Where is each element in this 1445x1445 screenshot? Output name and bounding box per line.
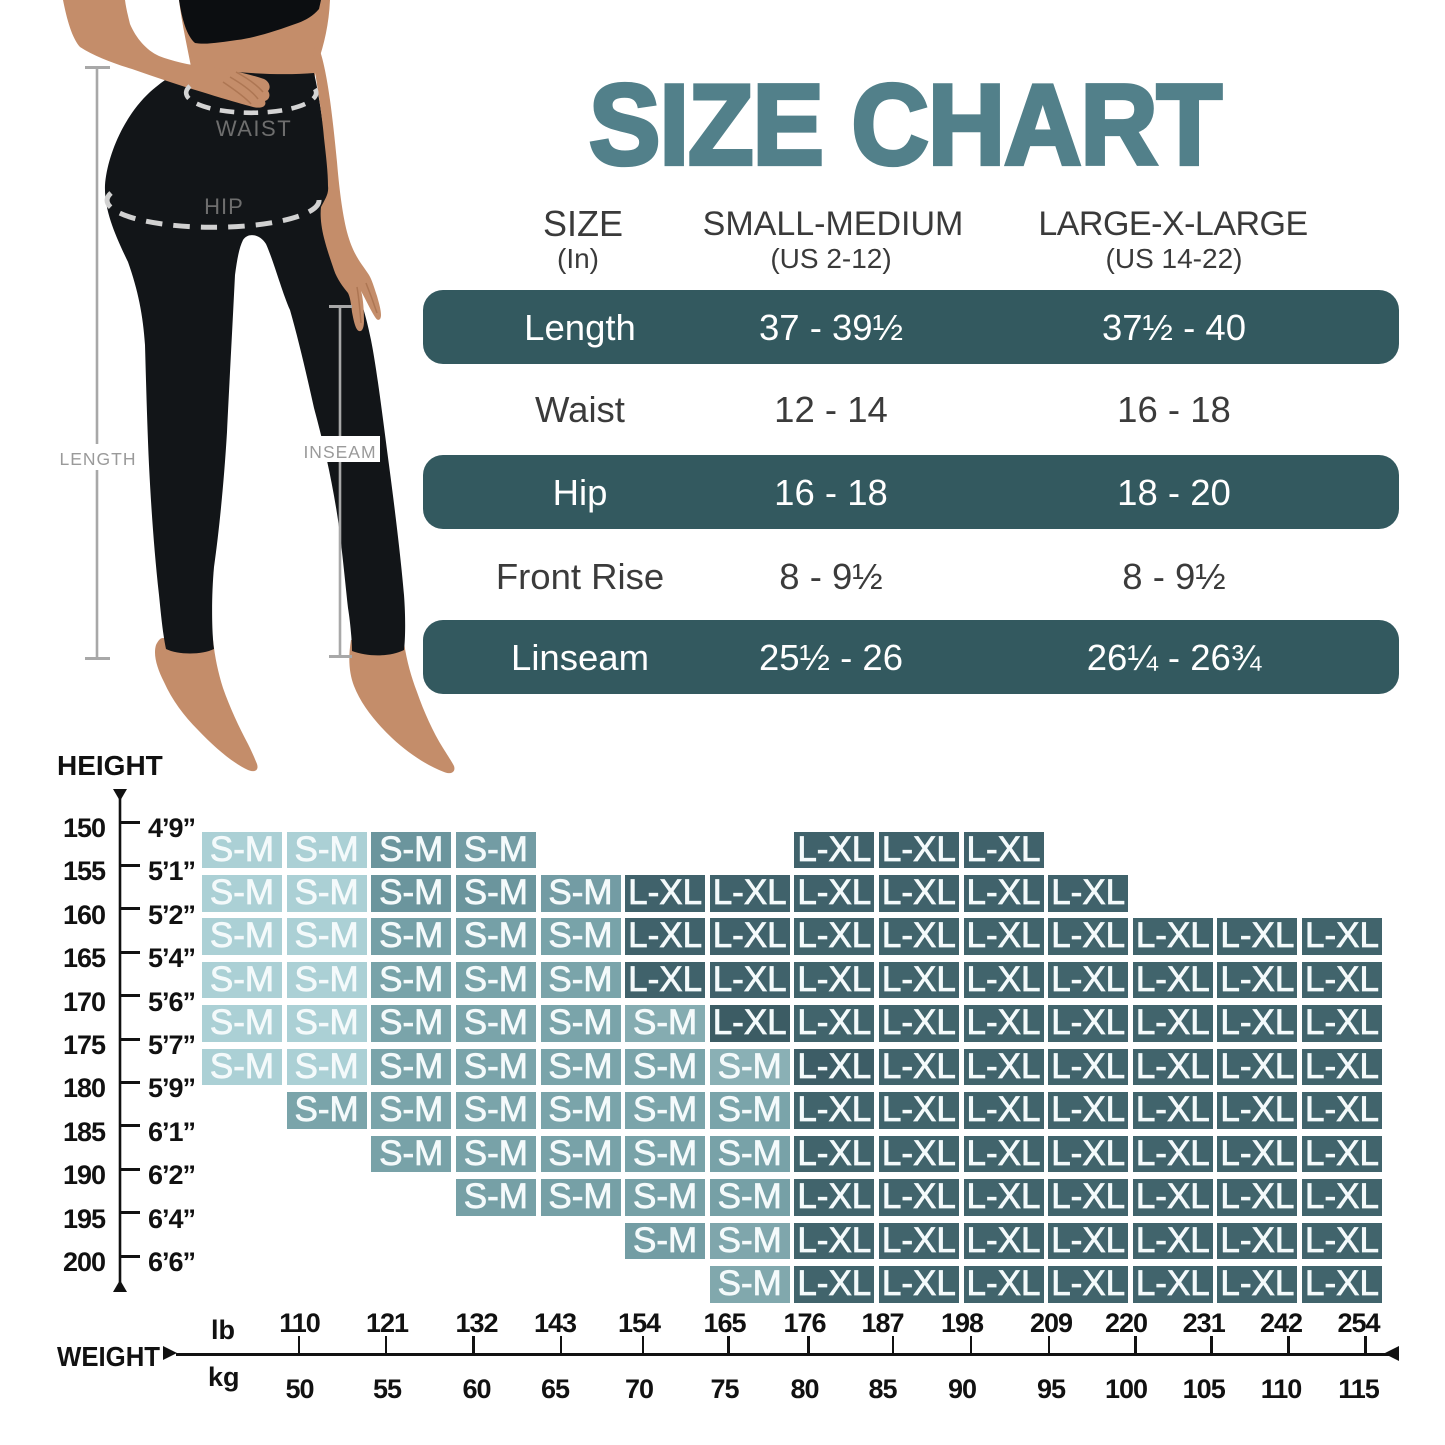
svg-text:WAIST: WAIST [216,116,292,141]
svg-text:LENGTH: LENGTH [60,449,137,469]
svg-text:HIP: HIP [204,194,244,219]
svg-text:INSEAM: INSEAM [303,442,376,462]
